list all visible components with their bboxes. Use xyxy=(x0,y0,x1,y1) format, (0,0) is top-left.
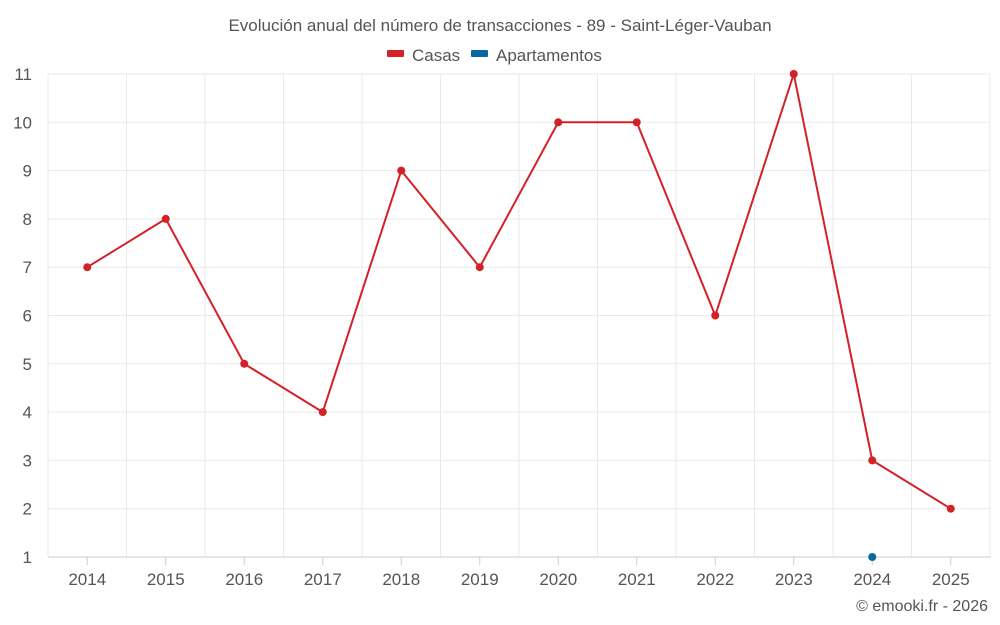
legend-item-apartamentos[interactable]: Apartamentos xyxy=(471,46,602,65)
data-point-casas-2014[interactable] xyxy=(83,263,92,272)
data-point-casas-2023[interactable] xyxy=(789,70,798,78)
series xyxy=(83,70,955,561)
y-tick-label: 3 xyxy=(23,451,32,470)
data-point-casas-2025[interactable] xyxy=(946,504,955,513)
x-tick-label: 2019 xyxy=(461,570,499,589)
data-point-casas-2022[interactable] xyxy=(711,311,720,320)
data-point-casas-2024[interactable] xyxy=(868,456,877,465)
data-point-casas-2016[interactable] xyxy=(240,359,249,368)
chart-title: Evolución anual del número de transaccio… xyxy=(228,16,771,35)
data-point-casas-2021[interactable] xyxy=(632,118,641,127)
x-tick-label: 2020 xyxy=(539,570,577,589)
legend-label-casas: Casas xyxy=(412,46,460,65)
legend-item-casas[interactable]: Casas xyxy=(387,46,460,65)
y-tick-label: 2 xyxy=(23,500,32,519)
series-line-casas xyxy=(86,73,952,510)
y-tick-label: 10 xyxy=(13,113,32,132)
data-point-casas-2017[interactable] xyxy=(318,408,327,417)
x-tick-label: 2025 xyxy=(932,570,970,589)
y-tick-label: 8 xyxy=(23,210,32,229)
y-tick-label: 1 xyxy=(23,548,32,567)
x-tick-label: 2018 xyxy=(382,570,420,589)
y-tick-label: 11 xyxy=(14,65,32,84)
x-tick-label: 2017 xyxy=(304,570,342,589)
y-tick-label: 4 xyxy=(23,403,32,422)
data-point-casas-2020[interactable] xyxy=(554,118,563,127)
x-tick-label: 2015 xyxy=(147,570,185,589)
legend-swatch-casas xyxy=(387,50,404,57)
x-tick-label: 2021 xyxy=(618,570,656,589)
data-point-casas-2019[interactable] xyxy=(475,263,484,272)
x-tick-label: 2024 xyxy=(853,570,891,589)
series-casas xyxy=(83,70,955,513)
data-point-apartamentos-2024[interactable] xyxy=(868,553,877,561)
y-tick-label: 7 xyxy=(23,258,32,277)
axes: 1 2 3 4 5 6 7 8 9 10 11 2014 2015 2016 2017 2018 2019 202… xyxy=(13,65,990,589)
grid xyxy=(47,73,991,557)
legend-label-apartamentos: Apartamentos xyxy=(496,46,602,65)
credit-text: © emooki.fr - 2026 xyxy=(856,598,988,615)
y-tick-label: 5 xyxy=(23,355,32,374)
data-point-casas-2018[interactable] xyxy=(397,166,406,175)
x-tick-label: 2014 xyxy=(68,570,106,589)
x-tick-label: 2016 xyxy=(225,570,263,589)
y-tick-label: 6 xyxy=(23,307,32,326)
legend-swatch-apartamentos xyxy=(471,50,488,57)
x-tick-label: 2023 xyxy=(775,570,813,589)
y-tick-label: 9 xyxy=(23,162,32,181)
data-point-casas-2015[interactable] xyxy=(161,214,170,223)
legend: Casas Apartamentos xyxy=(387,46,602,65)
series-apartamentos xyxy=(868,553,877,561)
x-tick-label: 2022 xyxy=(696,570,734,589)
